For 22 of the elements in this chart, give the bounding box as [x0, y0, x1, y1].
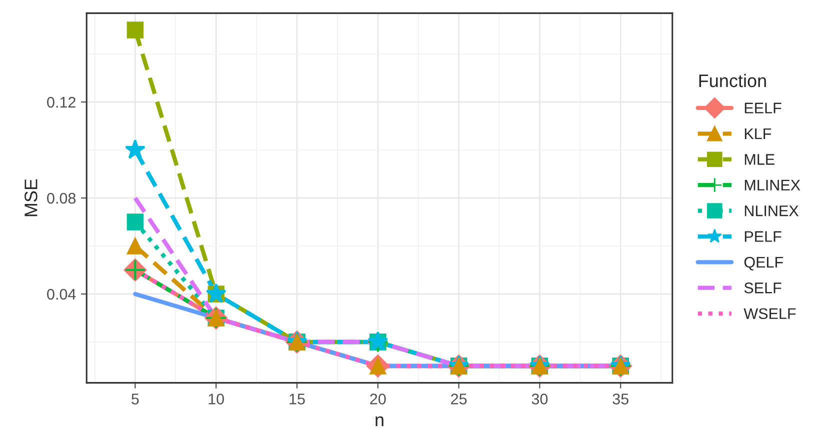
legend-label: EELF — [744, 102, 782, 114]
x-tick-label: 25 — [451, 394, 467, 404]
y-tick-label: 0.12 — [47, 96, 76, 108]
legend-label: KLF — [744, 128, 772, 139]
x-tick-label: 30 — [532, 394, 548, 404]
legend-label: MLINEX — [744, 180, 800, 190]
x-tick-label: 5 — [132, 394, 139, 404]
x-tick-label: 20 — [370, 394, 386, 404]
legend-label: NLINEX — [744, 206, 799, 216]
legend-label: MLE — [744, 154, 774, 165]
y-tick-label: 0.04 — [47, 288, 76, 300]
x-axis-title: n — [376, 416, 384, 426]
y-tick-label: 0.08 — [47, 192, 76, 204]
x-tick-label: 35 — [612, 394, 628, 404]
y-axis-title: MSE — [24, 179, 38, 216]
legend-title: Function — [699, 74, 766, 88]
x-tick-label: 15 — [290, 394, 305, 404]
legend-label: WSELF — [744, 308, 796, 320]
x-tick-label: 10 — [208, 394, 224, 404]
legend-label: QELF — [744, 256, 783, 270]
legend-label: SELF — [744, 282, 782, 294]
legend-label: PELF — [744, 231, 782, 242]
